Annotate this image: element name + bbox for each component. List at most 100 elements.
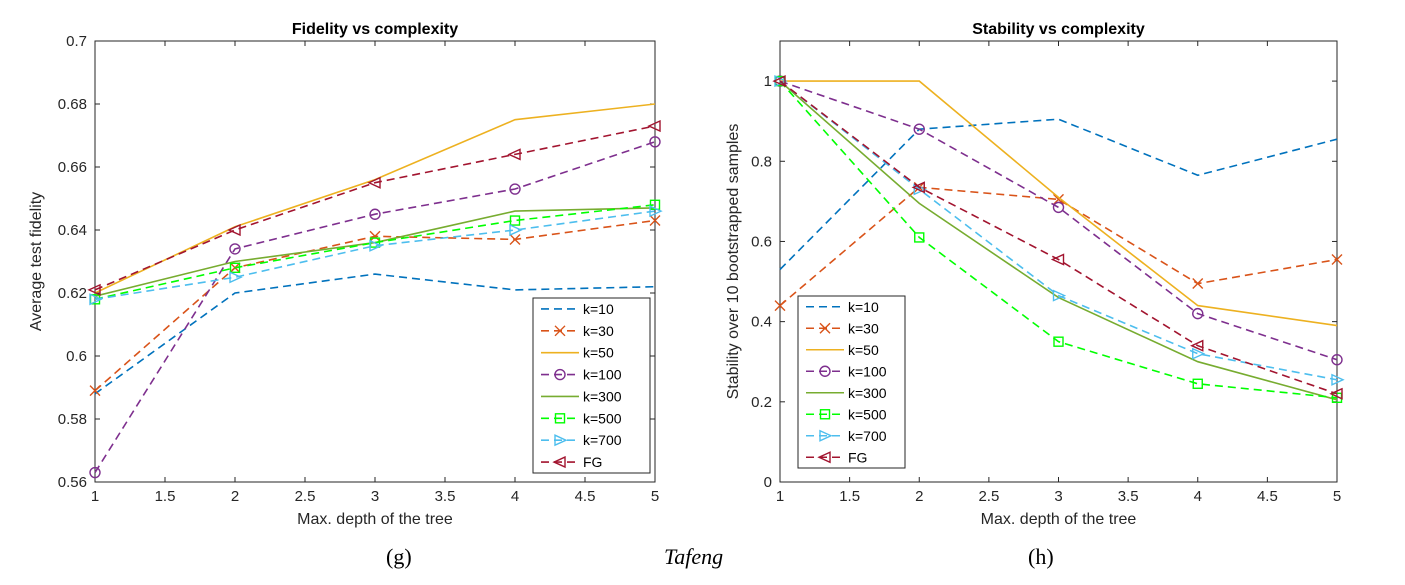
y-tick-label: 0.8 [751, 153, 772, 170]
x-tick-label: 1.5 [839, 488, 860, 505]
legend-label: k=30 [583, 323, 614, 339]
data-point [1329, 387, 1343, 400]
legend-marker [819, 322, 831, 334]
data-point [509, 233, 521, 245]
data-point [89, 466, 101, 479]
series-k=10 [779, 118, 1338, 271]
y-tick-label: 0.4 [751, 314, 772, 331]
caption-right: (h) [1028, 544, 1054, 569]
legend-label: k=700 [848, 428, 887, 444]
y-tick-label: 0.68 [58, 96, 87, 113]
data-point [1192, 278, 1204, 290]
data-point [1053, 193, 1064, 205]
data-point [229, 262, 241, 273]
x-tick-label: 1 [91, 488, 99, 505]
y-tick-label: 0.6 [751, 233, 772, 250]
series-k=700 [89, 205, 663, 306]
x-tick-label: 4 [511, 488, 519, 505]
caption-left: (g) [386, 544, 412, 569]
data-point [914, 232, 925, 243]
caption-center: Tafeng [664, 544, 724, 569]
data-point [649, 199, 661, 211]
legend-label: FG [583, 454, 602, 470]
legend-label: k=500 [848, 406, 887, 422]
chart-1: Fidelity vs complexity 1 1.5 2 2.5 3 3.5 4 4.5 5 0… [28, 21, 663, 528]
data-point [369, 208, 381, 220]
data-point [369, 230, 381, 242]
data-point [1192, 307, 1204, 320]
x-tick-label: 2 [231, 488, 239, 505]
series-k=50 [780, 80, 1338, 327]
x-axis-label: Max. depth of the tree [297, 511, 453, 528]
data-point [774, 300, 786, 312]
series-line [94, 204, 656, 301]
data-point [367, 176, 381, 189]
series-line [94, 210, 656, 301]
x-tick-label: 4.5 [575, 488, 596, 505]
legend-marker [817, 451, 831, 464]
legend-marker [554, 434, 568, 447]
data-point [649, 205, 663, 218]
data-point [1192, 378, 1203, 389]
legend-box [797, 295, 906, 469]
legend-marker [819, 365, 831, 377]
legend-label: k=50 [583, 345, 614, 361]
data-point [913, 123, 925, 135]
legend-label: k=30 [848, 320, 879, 336]
legend-label: k=10 [848, 299, 879, 315]
data-point [89, 293, 103, 306]
legend: k=10 k=30 k=50 k=100 k=300 k=500 k=700 FG [532, 297, 651, 474]
x-tick-label: 1.5 [155, 488, 176, 505]
legend-label: k=700 [583, 432, 622, 448]
x-axis-label: Max. depth of the tree [981, 511, 1137, 528]
legend-label: k=300 [848, 385, 887, 401]
chart-title: Fidelity vs complexity [292, 21, 458, 38]
y-axis-label: Average test fidelity [28, 192, 45, 331]
legend-marker [554, 413, 566, 424]
x-tick-label: 3.5 [1118, 488, 1139, 505]
series-line [779, 80, 1338, 399]
x-tick-label: 3.5 [435, 488, 456, 505]
series-line [779, 118, 1338, 271]
data-point [649, 215, 661, 227]
y-tick-label: 0.7 [66, 33, 87, 50]
series-line [779, 80, 1338, 361]
data-point [1331, 373, 1345, 386]
legend-label: k=100 [848, 363, 887, 379]
legend-label: k=100 [583, 367, 622, 383]
series-FG [772, 75, 1343, 400]
legend-box [532, 297, 651, 474]
legend-marker [819, 409, 831, 420]
legend-label: FG [848, 449, 867, 465]
x-tick-label: 3 [1054, 488, 1062, 505]
legend-marker [819, 429, 833, 442]
y-axis-label: Stability over 10 bootstrapped samples [725, 124, 742, 400]
data-point [772, 75, 786, 88]
legend-label: k=10 [583, 301, 614, 317]
legend-label: k=500 [583, 410, 622, 426]
chart-title: Stability vs complexity [972, 21, 1145, 38]
chart-2: Stability vs complexity 1 1.5 2 2.5 3 3.5 4 4.5 5… [725, 21, 1345, 528]
x-tick-label: 4.5 [1257, 488, 1278, 505]
y-tick-label: 0 [764, 474, 772, 491]
legend-label: k=50 [848, 342, 879, 358]
data-point [227, 223, 241, 237]
x-tick-label: 2.5 [978, 488, 999, 505]
data-point [1331, 354, 1343, 366]
data-point [1192, 347, 1206, 360]
legend: k=10 k=30 k=50 k=100 k=300 k=500 k=700 FG [797, 295, 906, 469]
series-line [94, 125, 656, 291]
y-tick-label: 1 [764, 73, 772, 90]
series-line [779, 80, 1338, 395]
x-tick-label: 4 [1194, 488, 1202, 505]
data-point [509, 183, 521, 195]
y-tick-label: 0.58 [58, 411, 87, 428]
y-tick-label: 0.6 [66, 348, 87, 365]
x-tick-label: 1 [776, 488, 784, 505]
data-point [1052, 201, 1065, 214]
series-FG [87, 119, 661, 296]
y-tick-label: 0.66 [58, 159, 87, 176]
series-line [779, 186, 1338, 307]
data-point [1190, 339, 1204, 352]
